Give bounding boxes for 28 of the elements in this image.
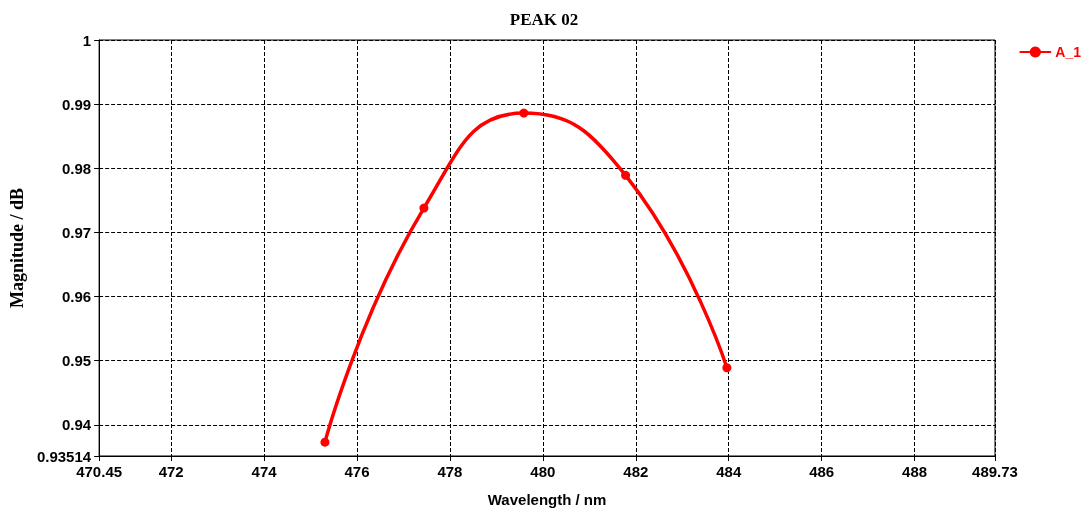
x-tick-label: 489.73 bbox=[972, 463, 1018, 480]
x-tick-label: 478 bbox=[437, 463, 463, 480]
y-tick-label: 0.98 bbox=[61, 159, 92, 177]
x-tick-label: 486 bbox=[809, 463, 835, 480]
y-axis-title: Magnitude / dB bbox=[7, 187, 27, 309]
legend-label: A_1 bbox=[1055, 44, 1082, 60]
y-tick-label: 1 bbox=[82, 31, 92, 49]
x-axis-title: Wavelength / nm bbox=[487, 491, 607, 508]
x-tick-label: 482 bbox=[623, 463, 649, 480]
point bbox=[419, 203, 429, 213]
y-tick-label: 0.95 bbox=[61, 352, 92, 370]
point bbox=[519, 108, 529, 118]
x-tick-label: 470.45 bbox=[76, 463, 123, 480]
x-tick-label: 474 bbox=[251, 463, 278, 480]
y-tick-label: 0.94 bbox=[61, 416, 92, 434]
x-tick-label: 472 bbox=[158, 463, 184, 480]
x-tick-label: 480 bbox=[530, 463, 556, 480]
y-tick-label: 0.99 bbox=[61, 95, 92, 113]
point bbox=[722, 363, 732, 373]
y-tick-label: 0.93514 bbox=[36, 447, 92, 465]
chart-title: PEAK 02 bbox=[509, 10, 579, 29]
point bbox=[320, 437, 330, 447]
y-tick-label: 0.97 bbox=[61, 223, 92, 241]
x-tick-label: 484 bbox=[716, 463, 742, 480]
y-tick-label: 0.96 bbox=[61, 288, 92, 306]
x-tick-label: 476 bbox=[344, 463, 370, 480]
point bbox=[621, 170, 631, 180]
x-tick-label: 488 bbox=[902, 463, 928, 480]
